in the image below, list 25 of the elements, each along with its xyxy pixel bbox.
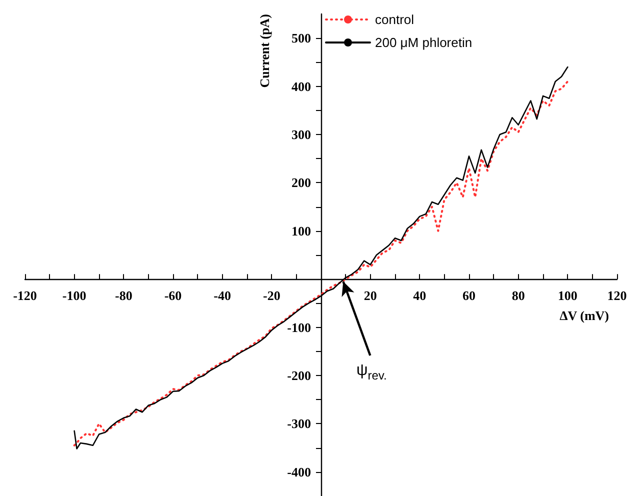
x-tick-label: -80 <box>114 288 132 304</box>
x-tick-label: -20 <box>262 288 280 304</box>
y-tick-label: 300 <box>292 127 311 142</box>
x-tick-label: -60 <box>164 288 182 304</box>
x-tick-label: 80 <box>512 288 525 304</box>
x-tick-label: 20 <box>364 288 377 304</box>
y-tick-label: 200 <box>292 175 311 190</box>
legend-label: control <box>375 12 414 27</box>
y-tick-label: -100 <box>287 320 311 335</box>
y-tick-label: 500 <box>292 30 311 46</box>
y-tick-label: 100 <box>292 223 311 238</box>
legend-label: 200 μM phloretin <box>375 35 472 50</box>
x-tick-label: 120 <box>607 288 627 304</box>
x-tick-label: 100 <box>558 288 578 304</box>
y-tick-label: -300 <box>287 416 311 432</box>
x-tick-label: 60 <box>462 288 476 304</box>
x-tick-label: -40 <box>214 288 232 304</box>
x-tick-label: 40 <box>413 288 426 304</box>
y-tick-label: 400 <box>292 78 311 94</box>
y-tick-label: -400 <box>287 464 311 480</box>
x-axis-title: ΔV (mV) <box>560 308 609 324</box>
x-tick-label: -120 <box>13 288 37 304</box>
y-axis-title: Current (pA) <box>257 14 272 88</box>
x-tick-label: -100 <box>62 288 86 304</box>
y-tick-label: -200 <box>287 368 311 383</box>
